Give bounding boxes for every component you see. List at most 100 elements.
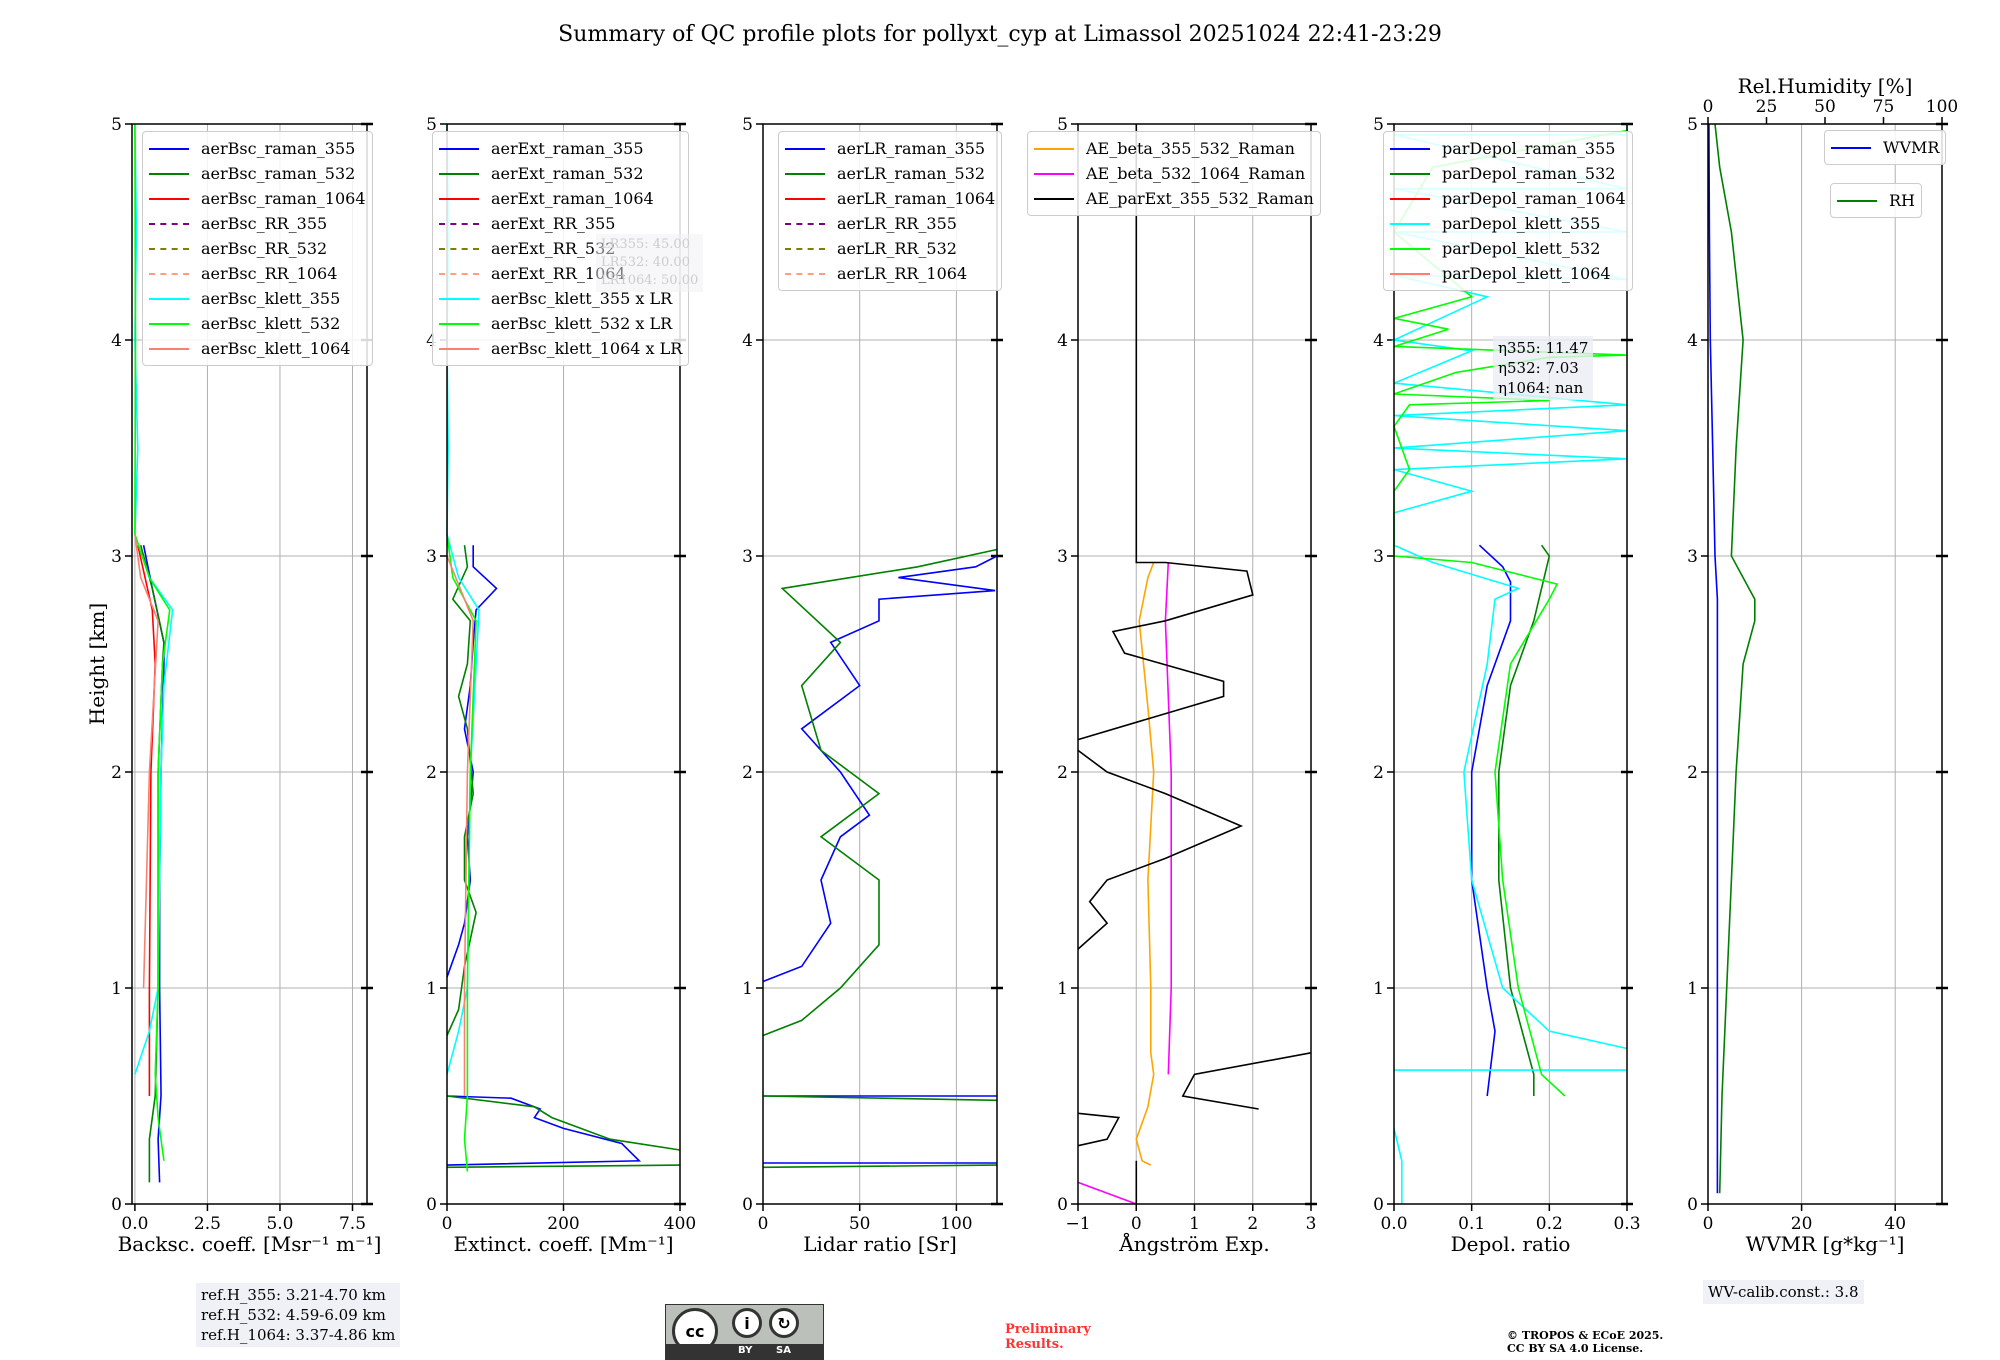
series-AE_beta_532_1064_Raman — [1077, 1181, 1137, 1205]
x-tick-label: 7.5 — [339, 1214, 366, 1234]
legend-swatch — [1034, 147, 1074, 150]
legend-label: aerLR_raman_532 — [837, 164, 986, 183]
x-tick-label: 20 — [1791, 1214, 1813, 1234]
y-tick-label: 1 — [1687, 979, 1698, 999]
legend-label: aerBsc_klett_1064 x LR — [491, 339, 683, 358]
series-parDepol_klett_532 — [1392, 124, 1628, 1097]
legend-item: aerBsc_klett_1064 x LR — [439, 336, 682, 361]
legend-item: aerBsc_RR_532 — [149, 236, 366, 261]
y-tick-label: 4 — [742, 331, 753, 351]
legend-swatch — [1390, 272, 1430, 275]
series-parDepol_klett_355 — [1393, 1128, 1403, 1204]
legend: RH — [1830, 183, 1922, 218]
legend-label: aerBsc_raman_1064 — [201, 189, 366, 208]
legend: WVMR — [1824, 130, 1947, 165]
legend-label: parDepol_raman_355 — [1442, 139, 1616, 158]
y-tick-label: 5 — [1373, 115, 1384, 135]
series-WVMR — [1708, 123, 1719, 1194]
eta-532: η532: 7.03 — [1498, 359, 1579, 377]
series-aerExt_raman_532 — [446, 1095, 681, 1151]
legend: parDepol_raman_355 parDepol_raman_532 parD… — [1383, 131, 1633, 291]
legend: aerBsc_raman_355 aerBsc_raman_532 aerBsc_r… — [142, 131, 373, 366]
legend-swatch — [785, 197, 825, 200]
x-axis-label-water-vapor: WVMR [g*kg⁻¹] — [1745, 1232, 1905, 1256]
legend-item: parDepol_raman_1064 — [1390, 186, 1626, 211]
eta-box: η355: 11.47 η532: 7.03 η1064: nan — [1493, 336, 1594, 400]
legend-swatch — [785, 272, 825, 275]
series-AE_parExt_355_532_Raman — [1077, 124, 1254, 741]
legend-swatch — [1390, 197, 1430, 200]
legend-item: aerBsc_klett_532 — [149, 311, 366, 336]
legend-swatch — [149, 297, 189, 300]
top-x-tick-label: 25 — [1756, 97, 1778, 117]
series-aerExt_raman_532 — [446, 1164, 681, 1169]
ref-h-532: ref.H_532: 4.59-6.09 km — [201, 1306, 386, 1324]
legend-item: aerBsc_klett_355 — [149, 286, 366, 311]
legend-swatch — [439, 197, 479, 200]
legend-swatch — [1390, 222, 1430, 225]
legend-item: AE_beta_355_532_Raman — [1034, 136, 1314, 161]
series-aerLR_raman_532 — [762, 1095, 998, 1102]
legend-item: aerBsc_raman_355 — [149, 136, 366, 161]
y-tick-label: 1 — [1057, 979, 1068, 999]
legend-label: aerBsc_klett_1064 — [201, 339, 351, 358]
legend-label: aerLR_RR_1064 — [837, 264, 968, 283]
wv-calibration-box: WV-calib.const.: 3.8 — [1703, 1280, 1864, 1304]
legend-label: aerExt_RR_532 — [491, 239, 616, 258]
y-tick-label: 3 — [111, 547, 122, 567]
legend-item: aerBsc_raman_1064 — [149, 186, 366, 211]
x-tick-label: 400 — [664, 1214, 696, 1234]
legend-swatch — [149, 272, 189, 275]
series-parDepol_raman_355 — [1470, 544, 1512, 1097]
legend-label: parDepol_klett_355 — [1442, 214, 1601, 233]
legend-item: parDepol_klett_532 — [1390, 236, 1626, 261]
legend-item: parDepol_klett_355 — [1390, 211, 1626, 236]
reference-heights-box: ref.H_355: 3.21-4.70 km ref.H_532: 4.59-… — [196, 1283, 401, 1347]
legend-label: aerExt_raman_532 — [491, 164, 644, 183]
top-x-tick-label: 75 — [1873, 97, 1895, 117]
lr-532: LR532: 40.00 — [601, 255, 690, 270]
legend-label: parDepol_klett_1064 — [1442, 264, 1611, 283]
legend-swatch — [1390, 247, 1430, 250]
legend-swatch — [439, 222, 479, 225]
legend-label: parDepol_raman_1064 — [1442, 189, 1626, 208]
legend-item: aerBsc_RR_355 — [149, 211, 366, 236]
legend-item: WVMR — [1831, 135, 1939, 160]
x-tick-label: 40 — [1884, 1214, 1906, 1234]
legend-swatch — [785, 172, 825, 175]
eta-355: η355: 11.47 — [1498, 339, 1589, 357]
legend-swatch — [1831, 146, 1871, 149]
lr-1064: LR1064: 50.00 — [601, 273, 699, 288]
x-tick-label: 50 — [849, 1214, 871, 1234]
y-tick-label: 3 — [426, 547, 437, 567]
y-tick-label: 2 — [426, 763, 437, 783]
legend-swatch — [149, 147, 189, 150]
sa-label: SA — [776, 1345, 791, 1356]
legend-label: aerLR_raman_1064 — [837, 189, 996, 208]
series-aerExt_raman_355 — [446, 1095, 642, 1166]
y-tick-label: 4 — [1687, 331, 1698, 351]
legend-swatch — [785, 247, 825, 250]
y-tick-label: 0 — [111, 1195, 122, 1215]
panel-depolarization: 0.0 0.1 0.2 0.3 0 1 2 3 4 5 — [1373, 115, 1640, 1234]
legend-item: parDepol_klett_1064 — [1390, 261, 1626, 286]
legend-swatch — [149, 247, 189, 250]
y-tick-label: 3 — [742, 547, 753, 567]
legend-swatch — [149, 222, 189, 225]
y-axis-label: Height [km] — [85, 602, 109, 726]
x-tick-label: 1 — [1189, 1214, 1200, 1234]
y-tick-label: 4 — [426, 331, 437, 351]
axes-frame — [1393, 123, 1628, 1205]
legend-label: aerBsc_RR_355 — [201, 214, 328, 233]
x-axis-label-extinction: Extinct. coeff. [Mm⁻¹] — [453, 1232, 674, 1256]
ref-h-355: ref.H_355: 3.21-4.70 km — [201, 1286, 386, 1304]
legend-label: AE_beta_355_532_Raman — [1086, 139, 1295, 158]
x-tick-label: 0 — [1703, 1214, 1714, 1234]
legend-swatch — [439, 147, 479, 150]
y-tick-label: 5 — [742, 115, 753, 135]
series-AE_parExt_355_532_Raman — [1077, 1112, 1121, 1147]
panel-backscatter: 0.0 2.5 5.0 7.5 0 1 2 3 4 5 — [111, 115, 373, 1234]
y-tick-label: 0 — [742, 1195, 753, 1215]
